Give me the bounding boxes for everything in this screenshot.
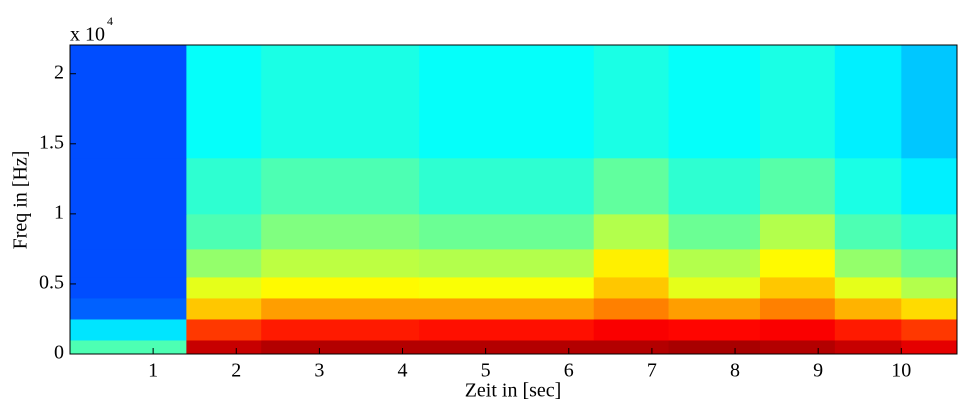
spectrogram-cell: [759, 297, 836, 320]
spectrogram: [70, 45, 958, 355]
spectrogram-cell: [668, 157, 761, 215]
y-tick-label: 1: [54, 201, 64, 223]
spectrogram-cell: [901, 318, 958, 341]
spectrogram-cell: [668, 297, 761, 320]
spectrogram-cell: [419, 339, 595, 355]
spectrogram-cell: [261, 248, 420, 278]
spectrogram-cell: [261, 339, 420, 355]
spectrogram-cell: [759, 45, 836, 159]
spectrogram-cell: [593, 213, 670, 250]
x-tick-label: 3: [314, 360, 324, 382]
spectrogram-cell: [759, 248, 836, 278]
spectrogram-cell: [901, 276, 958, 299]
spectrogram-cell: [759, 213, 836, 250]
spectrogram-cell: [668, 45, 761, 159]
spectrogram-cell: [186, 318, 262, 341]
y-tick-label: 2: [54, 61, 64, 83]
x-tick-label: 1: [148, 360, 158, 382]
spectrogram-cell: [834, 157, 902, 215]
spectrogram-cell: [668, 318, 761, 341]
spectrogram-cell: [261, 318, 420, 341]
spectrogram-cell: [70, 157, 187, 215]
x-tick-label: 9: [813, 360, 823, 382]
spectrogram-cell: [70, 318, 187, 341]
spectrogram-cell: [901, 339, 958, 355]
spectrogram-cell: [834, 297, 902, 320]
x-tick-label: 4: [398, 360, 408, 382]
y-axis-label: Freq in [Hz]: [10, 151, 32, 250]
spectrogram-cell: [668, 339, 761, 355]
spectrogram-cell: [186, 157, 262, 215]
spectrogram-cell: [70, 213, 187, 250]
spectrogram-cell: [419, 248, 595, 278]
spectrogram-cell: [759, 339, 836, 355]
spectrogram-cell: [261, 213, 420, 250]
spectrogram-cell: [593, 248, 670, 278]
x-tick-label: 6: [564, 360, 574, 382]
y-tick-label: 0.5: [39, 272, 64, 294]
spectrogram-cell: [261, 297, 420, 320]
spectrogram-cell: [901, 297, 958, 320]
spectrogram-cell: [668, 276, 761, 299]
x-tick-label: 8: [730, 360, 740, 382]
spectrogram-cell: [759, 157, 836, 215]
spectrogram-cell: [261, 157, 420, 215]
spectrogram-cell: [186, 276, 262, 299]
spectrogram-cell: [186, 45, 262, 159]
spectrogram-cell: [901, 45, 958, 159]
spectrogram-cell: [593, 318, 670, 341]
y-scale-label: x 10: [70, 24, 105, 46]
spectrogram-cell: [419, 45, 595, 159]
spectrogram-cell: [261, 45, 420, 159]
spectrogram-cell: [834, 339, 902, 355]
spectrogram-cell: [419, 318, 595, 341]
spectrogram-cell: [419, 297, 595, 320]
spectrogram-cell: [593, 276, 670, 299]
x-tick-label: 2: [231, 360, 241, 382]
spectrogram-cell: [593, 339, 670, 355]
spectrogram-cell: [186, 248, 262, 278]
spectrogram-cell: [186, 297, 262, 320]
spectrogram-cell: [186, 213, 262, 250]
spectrogram-cell: [593, 45, 670, 159]
spectrogram-cell: [419, 276, 595, 299]
spectrogram-cell: [759, 276, 836, 299]
y-scale-exponent: 4: [107, 14, 113, 28]
spectrogram-cell: [419, 157, 595, 215]
x-tick-label: 10: [891, 360, 911, 382]
spectrogram-cell: [70, 339, 187, 355]
spectrogram-cell: [70, 276, 187, 299]
y-tick-label: 0: [54, 342, 64, 364]
spectrogram-cell: [834, 248, 902, 278]
spectrogram-cell: [593, 297, 670, 320]
y-tick-label: 1.5: [39, 131, 64, 153]
spectrogram-cell: [186, 339, 262, 355]
x-tick-label: 7: [647, 360, 657, 382]
spectrogram-cell: [834, 318, 902, 341]
spectrogram-cell: [70, 248, 187, 278]
spectrogram-cell: [70, 297, 187, 320]
spectrogram-cell: [261, 276, 420, 299]
spectrogram-cell: [901, 213, 958, 250]
spectrogram-cell: [901, 248, 958, 278]
spectrogram-cell: [668, 248, 761, 278]
spectrogram-cell: [834, 45, 902, 159]
spectrogram-cell: [668, 213, 761, 250]
spectrogram-cell: [901, 157, 958, 215]
plot-frame: [69, 44, 958, 355]
spectrogram-cell: [834, 213, 902, 250]
spectrogram-cell: [593, 157, 670, 215]
spectrogram-cell: [834, 276, 902, 299]
spectrogram-cell: [419, 213, 595, 250]
spectrogram-cell: [70, 45, 187, 159]
x-tick-label: 5: [481, 360, 491, 382]
x-axis-label: Zeit in [sec]: [465, 380, 562, 402]
spectrogram-cell: [759, 318, 836, 341]
